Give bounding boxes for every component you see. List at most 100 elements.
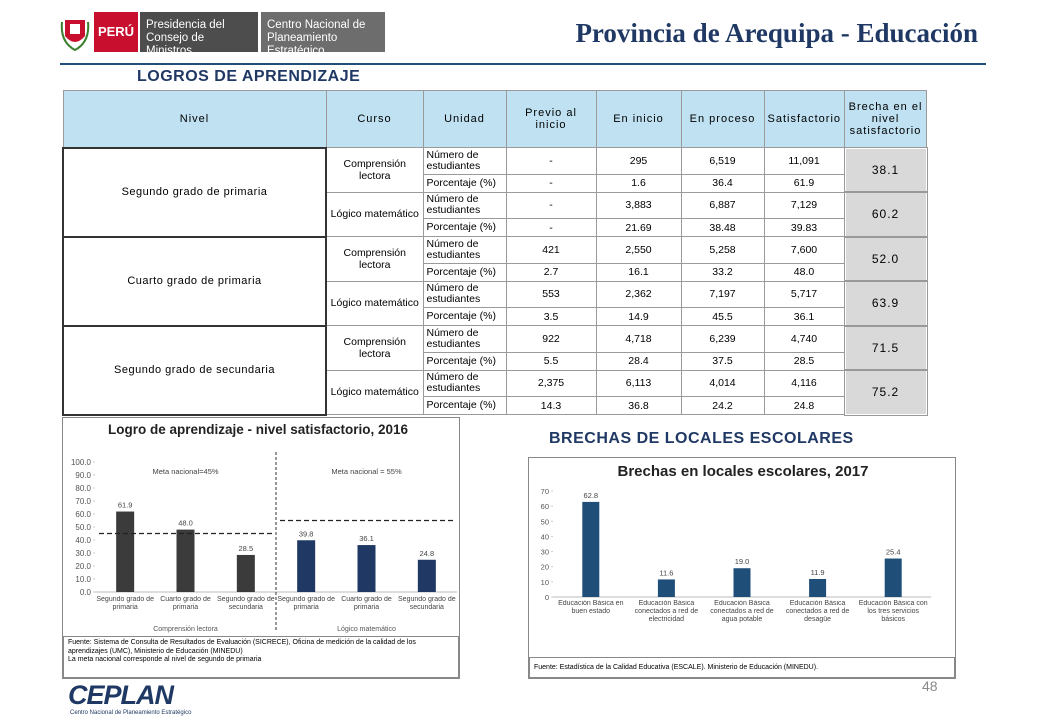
y-tick-label: 100.0 [71, 458, 92, 467]
header-cell: Satisfactorio [763, 90, 846, 148]
annotation: Meta nacional=45% [152, 467, 218, 476]
value-cell: 4,740 [763, 325, 846, 353]
value-cell: 11,091 [763, 147, 846, 175]
coat-of-arms [60, 12, 90, 52]
value-cell: 7,129 [763, 191, 846, 219]
unidad-cell: Porcentaje (%) [422, 396, 507, 415]
value-cell: 48.0 [763, 262, 846, 282]
table-row: Segundo grado de secundaria Comprensión l… [62, 324, 928, 416]
unidad-cell: Porcentaje (%) [422, 218, 507, 237]
header-cell: Previo al inicio [505, 90, 597, 148]
value-cell: 2,375 [505, 369, 597, 397]
x-label-box: Educación Básica conectados a red de des… [786, 600, 849, 623]
data-label: 24.8 [420, 549, 435, 558]
x-label-box: Educación Básica conectados a red de ele… [635, 600, 698, 623]
page-number: 48 [922, 678, 938, 694]
table-row: Porcentaje (%) -1.6 36.4 61.9 [63, 173, 927, 193]
bar [884, 558, 902, 597]
value-cell: - [505, 147, 597, 175]
unidad-cell: Porcentaje (%) [422, 307, 507, 326]
data-label: 48.0 [178, 519, 193, 528]
y-tick-label: 50 [541, 517, 549, 526]
value-cell: - [505, 173, 597, 193]
value-cell: 16.1 [595, 262, 682, 282]
logo-peru: PERÚ [94, 12, 138, 52]
table-row: Lógico matemático Número de estudiantes 55… [63, 280, 928, 327]
y-tick-label: 60.0 [75, 510, 91, 519]
unidad-cell: Número de estudiantes [422, 147, 507, 175]
value-cell: 33.2 [680, 262, 765, 282]
unidad-cell: Número de estudiantes [422, 280, 507, 308]
footer-logo-caption: Centro Nacional de Planeamiento Estratég… [70, 710, 192, 716]
curso-cell: Comprensión lectora [325, 325, 424, 371]
unidad-cell: Porcentaje (%) [422, 262, 507, 282]
bar [176, 529, 195, 592]
value-cell: 2.7 [505, 262, 597, 282]
table-row: Lógico matemático Número de estudiantes 2,… [63, 369, 928, 416]
value-cell: 28.5 [763, 351, 846, 371]
bar [116, 511, 135, 592]
value-cell: 36.1 [763, 307, 846, 326]
x-tick-label: Segundo grado de secundaria [217, 596, 275, 611]
page-title: Provincia de Arequipa - Educación [575, 18, 978, 48]
value-cell: 37.5 [680, 351, 765, 371]
y-tick-label: 90.0 [75, 471, 91, 480]
table-row: Porcentaje (%) 2.7 16.1 33.2 48.0 [63, 262, 927, 282]
unidad-cell: Número de estudiantes [422, 325, 507, 353]
x-label-box: Segundo grado de secundaria [398, 596, 456, 611]
data-table: Nivel Curso Unidad Previo al inicio En inici… [62, 90, 928, 416]
chart-source: Fuente: Sistema de Consulta de Resultado… [63, 636, 459, 678]
value-cell: 3.5 [505, 307, 597, 326]
value-cell: 14.9 [595, 307, 682, 326]
value-cell: 14.3 [505, 396, 597, 415]
value-cell: 5.5 [505, 351, 597, 371]
chart: Brechas en locales escolares, 2017 0 10 20 3… [541, 463, 931, 623]
bar [417, 559, 436, 592]
value-cell: 39.83 [763, 218, 846, 237]
table-wrap: Nivel Curso Unidad Previo al inicio En inici… [62, 90, 928, 416]
nivel-cell: Cuarto grado de primaria [62, 235, 327, 327]
bar [236, 554, 255, 592]
chart-title: Brechas en locales escolares, 2017 [617, 463, 868, 480]
y-tick-label: 40.0 [75, 536, 91, 545]
value-cell: 6,887 [680, 191, 765, 219]
x-tick-label: Cuarto grado de primaria [160, 596, 211, 611]
y-tick-label: 30 [541, 548, 549, 557]
value-cell: 6,239 [680, 325, 765, 353]
table-row: Lógico matemático Número de estudiantes -3… [63, 191, 928, 238]
x-label-box: Segundo grado de secundaria [217, 596, 275, 611]
value-cell: 4,116 [763, 369, 846, 397]
x-tick-label: Educación Básica en buen estado [558, 600, 624, 615]
x-label-box: Educación Básica conectados a red de agu… [710, 600, 773, 623]
group-label: Comprensión lectora [153, 626, 218, 633]
y-tick-label: 80.0 [75, 484, 91, 493]
value-cell: 1.6 [595, 173, 682, 193]
y-tick-label: 0.0 [80, 588, 92, 597]
y-tick-label: 70.0 [75, 497, 91, 506]
value-cell: 2,550 [595, 236, 682, 264]
table-row: Porcentaje (%) -21.69 38.48 39.83 [63, 218, 927, 237]
value-cell: 553 [505, 280, 597, 308]
value-cell: 36.4 [680, 173, 765, 193]
brecha-cell: 60.2 [843, 191, 928, 238]
y-tick-label: 10.0 [75, 575, 91, 584]
group-label: Lógico matemático [337, 626, 396, 633]
y-tick-label: 20.0 [75, 562, 91, 571]
x-tick-label: Cuarto grado de primaria [341, 596, 392, 611]
x-label-box: Educación Básica con los tres servicios … [859, 600, 928, 623]
value-cell: - [505, 218, 597, 237]
y-tick-label: 40 [541, 532, 549, 541]
value-cell: 922 [505, 325, 597, 353]
unidad-cell: Número de estudiantes [422, 236, 507, 264]
data-label: 61.9 [118, 501, 133, 510]
header-rule [60, 63, 986, 65]
logo-ceplan-header: Centro Nacional de Planeamiento Estratég… [261, 12, 385, 57]
section-title: BRECHAS DE LOCALES ESCOLARES [549, 430, 854, 447]
data-label: 19.0 [735, 557, 750, 566]
value-cell: 36.8 [595, 396, 682, 415]
header-cell: Brecha en el nivel satisfactorio [844, 90, 928, 148]
value-cell: 6,519 [680, 147, 765, 175]
table-row: Segundo grado de primaria Comprensión lec… [62, 146, 928, 238]
bar [657, 579, 675, 597]
